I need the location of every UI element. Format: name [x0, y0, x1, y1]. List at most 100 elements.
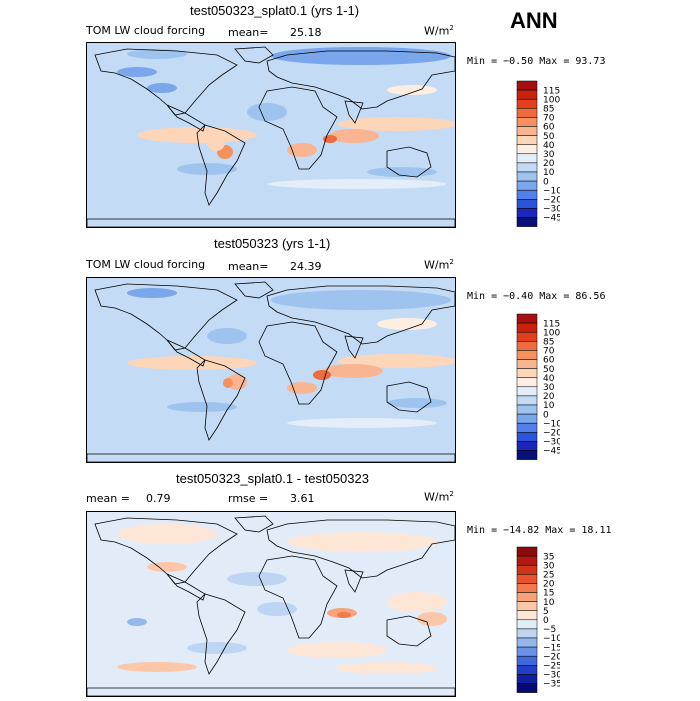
colorbar-swatch [516, 395, 538, 406]
panel-1-mean-label: mean= [228, 26, 269, 39]
colorbar-swatch [516, 386, 538, 397]
colorbar-tick-label: −35 [543, 680, 560, 690]
colorbar-swatch [516, 108, 538, 118]
coastline-gr [234, 46, 274, 64]
contour-region [367, 167, 437, 177]
panel-3-rmse-value: 3.61 [290, 492, 315, 505]
coastline-au [386, 381, 432, 413]
colorbar-swatch [516, 322, 538, 333]
coastline-ca [166, 104, 206, 132]
colorbar-swatch [516, 441, 538, 451]
colorbar-swatch [516, 80, 538, 91]
colorbar-swatch [516, 637, 538, 648]
colorbar-swatch [516, 180, 538, 191]
colorbar-swatch [516, 404, 538, 415]
colorbar-swatch [516, 217, 538, 227]
coastline-sa [196, 124, 246, 206]
colorbar-tick-label: −20 [543, 652, 560, 662]
colorbar-swatch [516, 546, 538, 557]
colorbar-tick-label: 40 [543, 141, 555, 151]
colorbar-swatch [516, 89, 538, 100]
panel-3-map [86, 511, 456, 697]
contour-region [227, 572, 287, 586]
colorbar-tick-label: −20 [543, 196, 560, 206]
panel-2-mean-label: mean= [228, 260, 269, 273]
coastline-au [386, 615, 432, 647]
contour-region [147, 83, 177, 93]
coastline-ca [166, 573, 206, 601]
panel-2-min-max: Min = −0.40 Max = 86.56 [467, 291, 606, 302]
colorbar-tick-label: 15 [543, 589, 554, 599]
contour-region [387, 398, 447, 408]
colorbar-swatch [516, 189, 538, 200]
coastline-ca [166, 339, 206, 367]
colorbar-swatch [516, 313, 538, 324]
colorbar-swatch [516, 117, 538, 127]
colorbar-swatch [516, 592, 538, 602]
contour-region [257, 602, 297, 616]
colorbar-swatch [516, 665, 538, 675]
contour-region [417, 612, 447, 626]
contour-region [387, 592, 447, 612]
contour-region [207, 328, 247, 344]
contour-region [287, 143, 317, 157]
colorbar-tick-label: 20 [543, 580, 555, 590]
colorbar-swatch [516, 683, 538, 693]
colorbar-tick-label: −45 [543, 447, 560, 457]
colorbar-swatch [516, 655, 538, 666]
colorbar-swatch [516, 331, 538, 342]
colorbar-tick-label: 115 [543, 86, 560, 96]
colorbar-swatch [516, 413, 538, 424]
contour-region [337, 354, 457, 368]
colorbar-tick-label: −10 [543, 419, 560, 429]
panel-1-variable: TOM LW cloud forcing [86, 24, 206, 37]
colorbar-tick-label: 85 [543, 338, 554, 348]
contour-region [117, 662, 197, 672]
contour-region [267, 179, 447, 189]
colorbar-tick-label: 30 [543, 383, 555, 393]
colorbar-tick-label: 10 [543, 401, 555, 411]
colorbar-tick-label: 60 [543, 356, 555, 366]
colorbar-swatch [516, 359, 538, 369]
coastline-gr [234, 515, 274, 533]
colorbar-tick-label: 10 [543, 598, 555, 608]
colorbar-swatch [516, 583, 538, 593]
contour-region [117, 67, 157, 77]
colorbar-swatch [516, 208, 538, 218]
season-label: ANN [510, 8, 558, 33]
colorbar-swatch [516, 341, 538, 351]
coastline-in [344, 335, 364, 359]
coastline-af [258, 86, 338, 170]
coastline-eu [266, 519, 456, 579]
contour-region [127, 288, 177, 298]
panel-3-mean-label: mean = [86, 492, 130, 505]
contour-region [287, 418, 437, 428]
colorbar-tick-label: 100 [543, 328, 560, 338]
contour-region [247, 103, 287, 121]
contour-region [337, 612, 351, 618]
colorbar-swatch [516, 171, 538, 182]
panel-2-title: test050323 (yrs 1-1) [214, 236, 331, 251]
colorbar-swatch [516, 368, 538, 378]
coastline-eu [266, 50, 456, 110]
contour-region [329, 129, 379, 143]
colorbar-tick-label: 70 [543, 114, 555, 124]
colorbar-tick-label: 50 [543, 132, 555, 142]
colorbar-tick-label: 0 [543, 616, 549, 626]
colorbar-tick-label: −5 [543, 625, 556, 635]
contour-region [117, 524, 217, 544]
contour-region [271, 290, 451, 310]
contour-region [387, 85, 437, 95]
panel-1-map [86, 42, 457, 228]
contour-region [337, 662, 437, 674]
colorbar-swatch [516, 564, 538, 575]
panel-2-mean-value: 24.39 [290, 260, 322, 273]
panel-1-contour-plot [86, 43, 457, 228]
contour-region [223, 378, 233, 388]
coastline-gr [234, 281, 274, 299]
colorbar-tick-label: 35 [543, 552, 554, 562]
colorbar-swatch [516, 162, 538, 173]
coastline-af [258, 555, 338, 639]
